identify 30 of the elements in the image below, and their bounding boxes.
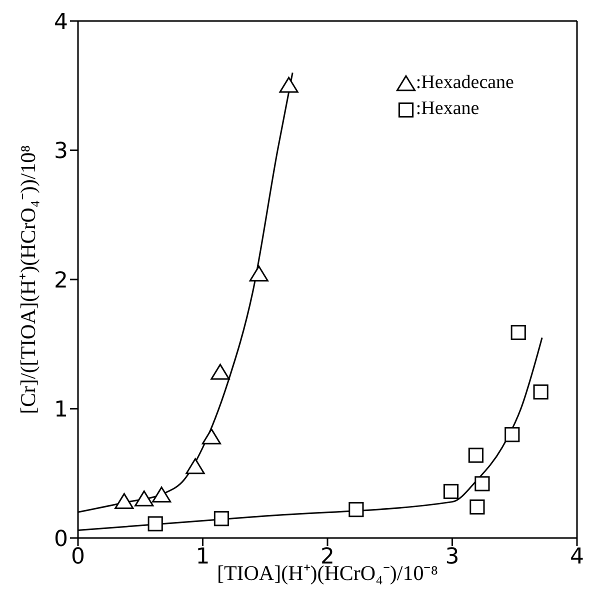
point [148, 516, 163, 532]
y-tick-label: 0 [54, 526, 68, 552]
point [470, 499, 485, 515]
point [510, 324, 526, 340]
point [249, 266, 268, 282]
legend-label: :Hexadecane [416, 71, 514, 95]
y-axis-title: [Cr]/([TIOA](H⁺)(HCrO₄⁻))/10⁸ [16, 145, 40, 414]
point [443, 484, 459, 500]
point [533, 384, 548, 400]
y-tick-label: 1 [54, 398, 68, 423]
point [504, 427, 520, 442]
legend-label: :Hexane [416, 97, 480, 121]
point [134, 490, 154, 506]
point [210, 364, 230, 380]
y-tick-label: 3 [54, 139, 68, 164]
point [214, 511, 230, 526]
x-tick-label: 1 [196, 544, 210, 570]
point [114, 493, 134, 509]
point [202, 428, 222, 444]
point [468, 448, 484, 463]
point [186, 458, 205, 474]
y-tick-label: 2 [54, 268, 68, 294]
point [474, 476, 490, 492]
x-tick-label: 3 [445, 544, 460, 570]
point [152, 486, 172, 502]
x-tick-label: 0 [71, 544, 85, 570]
point [279, 76, 298, 93]
x-tick-label: 4 [570, 544, 584, 570]
y-tick-label: 4 [54, 10, 68, 35]
point [348, 502, 364, 518]
